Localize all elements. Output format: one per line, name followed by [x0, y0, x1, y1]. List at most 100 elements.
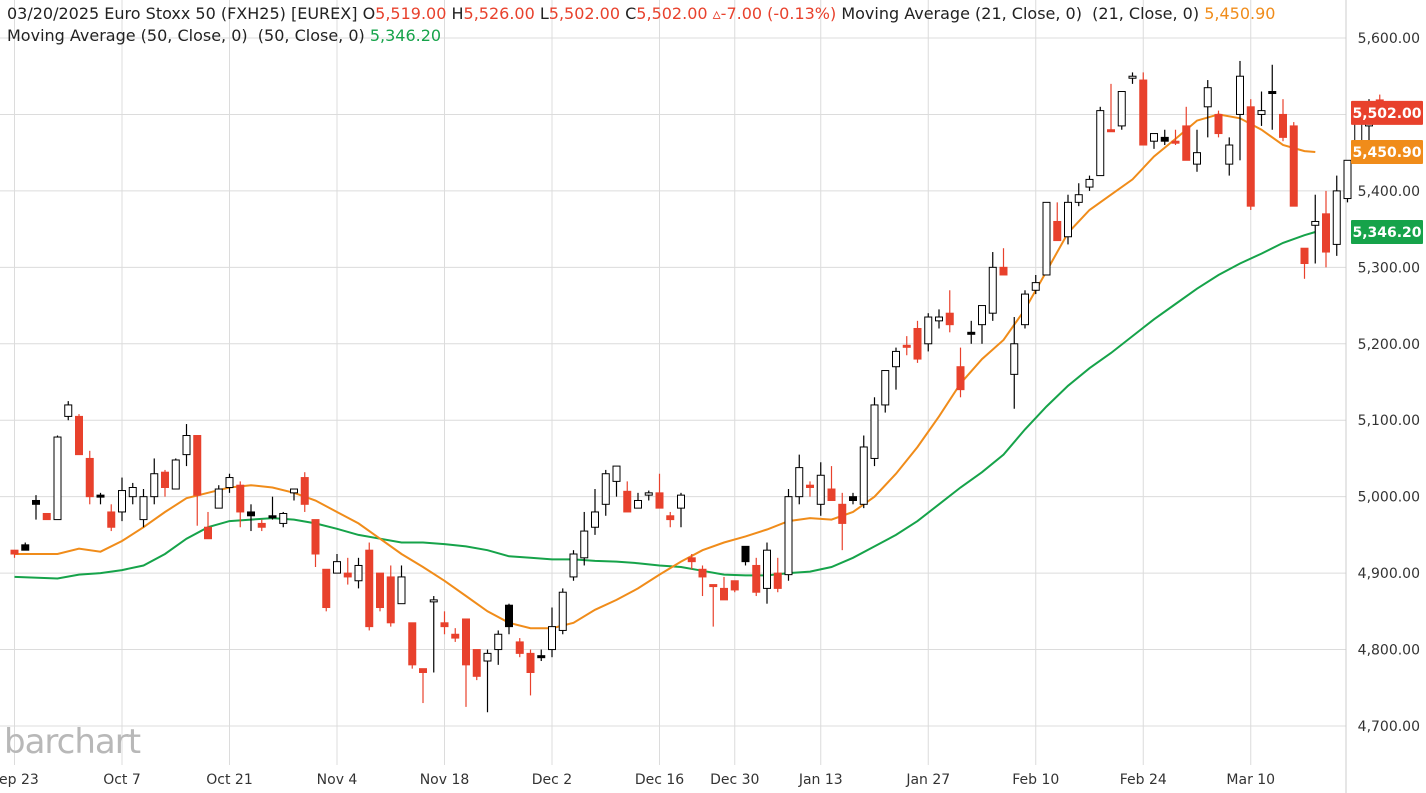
candle-body [1031, 282, 1040, 291]
candle-body [730, 580, 739, 591]
candle-body [526, 652, 535, 673]
candle-body [1085, 178, 1094, 188]
x-tick-label: Feb 10 [1012, 772, 1059, 788]
candle-body [204, 526, 212, 540]
candle-body [795, 467, 804, 498]
candle-body [569, 553, 578, 578]
candle-body [322, 568, 331, 609]
x-tick-label: Sep 23 [0, 772, 39, 788]
candle-body [1010, 343, 1019, 375]
candle-body [816, 474, 825, 505]
candle-body [548, 626, 556, 651]
x-tick-label: Oct 21 [206, 772, 252, 788]
x-tick-label: Feb 24 [1120, 772, 1167, 788]
candle-body [1021, 293, 1029, 326]
candle-body [1171, 140, 1180, 144]
candle-body [1225, 144, 1234, 165]
candle-body [419, 668, 427, 673]
candle-body [988, 266, 997, 314]
header-segment: 5,450.90 [1204, 4, 1276, 23]
candle-body [537, 655, 546, 659]
candle-body [311, 519, 320, 555]
candle-body [1193, 152, 1201, 165]
candle-body [247, 511, 255, 517]
header-segment: ▵-7.00 (-0.13%) [712, 4, 837, 23]
last-value-box [1351, 100, 1423, 125]
last-value-text: 5,450.90 [1352, 145, 1421, 161]
candle-body [623, 490, 632, 513]
ma50-path [14, 231, 1316, 580]
x-tick-label: Oct 7 [103, 772, 141, 788]
candle-body [666, 515, 675, 521]
candle-body [1268, 91, 1277, 95]
y-tick-label: 4,900.00 [1358, 566, 1420, 582]
candle-body [96, 494, 105, 498]
last-value-box [1351, 139, 1423, 164]
x-tick-label: Nov 4 [317, 772, 358, 788]
candle-body [935, 316, 943, 322]
candle-body [1042, 201, 1051, 276]
candle-body [1150, 133, 1158, 142]
header-segment: H [446, 4, 464, 23]
candle-body [655, 492, 664, 509]
header-segment: O [362, 4, 376, 23]
candle-body [580, 530, 589, 559]
candle-body [870, 404, 879, 459]
x-tick-label: Jan 13 [798, 772, 843, 788]
candle-body [601, 473, 610, 505]
candle-body [10, 549, 19, 555]
candle-body [483, 652, 492, 662]
candle-body [644, 492, 653, 496]
candle-body [440, 622, 449, 628]
candle-body [1236, 75, 1244, 115]
candle-body [827, 488, 836, 501]
header-segment: C [620, 4, 637, 23]
price-axis: 4,700.00 4,800.00 4,900.00 5,000.00 5,100.00… [1358, 31, 1420, 735]
candle-body [1246, 106, 1255, 207]
last-value-box [1351, 220, 1423, 245]
candle-body [1096, 110, 1105, 177]
last-value-text: 5,502.00 [1352, 106, 1421, 122]
candle-body [902, 344, 911, 348]
candle-body [376, 572, 384, 609]
candle-body [1311, 220, 1320, 226]
ma21-path [14, 113, 1316, 630]
candle-body [978, 305, 986, 326]
candle-body [634, 499, 642, 509]
candle-body [1332, 190, 1341, 245]
candle-body [343, 572, 352, 578]
date-axis: Sep 23 Oct 7 Oct 21 Nov 4 Nov 18 Dec 2 Dec 16 D… [0, 772, 1275, 788]
candlestick-series [10, 60, 1384, 713]
y-tick-label: 4,800.00 [1358, 643, 1420, 659]
candle-body [236, 484, 245, 513]
candle-body [1289, 125, 1298, 207]
candle-body [720, 587, 728, 601]
candle-body [429, 599, 438, 603]
candle-body [945, 312, 954, 326]
header-segment: 5,526.00 [463, 4, 535, 23]
candle-body [505, 604, 513, 628]
y-tick-label: 5,600.00 [1358, 31, 1420, 47]
candle-body [85, 457, 94, 498]
candle-body [1343, 159, 1352, 200]
candle-body [494, 633, 503, 651]
x-tick-label: Dec 2 [532, 772, 572, 788]
candle-body [32, 499, 40, 505]
header-segment: 5,502.00 [548, 4, 621, 23]
candle-body [107, 511, 116, 528]
barchart-watermark: barchart [4, 722, 141, 762]
candle-body [128, 486, 137, 498]
candle-body [290, 488, 298, 494]
candle-body [1203, 87, 1212, 108]
candle-body [472, 649, 481, 677]
candle-body [118, 490, 126, 513]
y-tick-label: 5,200.00 [1358, 337, 1420, 353]
candle-body [257, 522, 266, 528]
candle-body [784, 496, 793, 576]
candle-body [956, 366, 965, 391]
candle-body [1300, 247, 1309, 265]
candle-body [397, 576, 406, 605]
header-segment: Moving Average (21, Close, 0) (21, Close… [836, 4, 1205, 23]
candle-body [849, 496, 857, 501]
